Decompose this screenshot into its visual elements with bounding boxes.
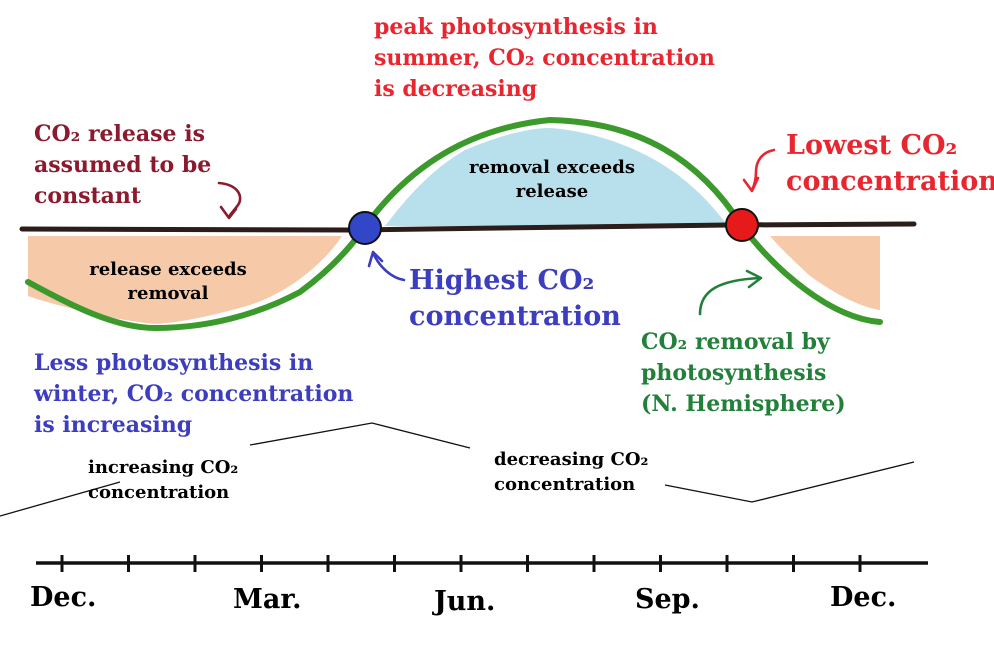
release-exceeds-area-left <box>28 236 342 324</box>
removal-arrow-icon <box>698 276 762 316</box>
month-label: Sep. <box>635 584 700 615</box>
decreasing-trend-label: decreasing CO₂ concentration <box>494 449 649 495</box>
release-constant-annotation: CO₂ release is assumed to be constant <box>34 121 212 209</box>
peak-photosynthesis-annotation: peak photosynthesis in summer, CO₂ conce… <box>374 14 715 102</box>
highest-co2-marker <box>348 211 382 245</box>
lowest-co2-annotation: Lowest CO₂ concentration <box>786 130 994 197</box>
highest-arrow-icon <box>371 251 406 282</box>
increasing-trend-label: increasing CO₂ concentration <box>88 457 239 503</box>
removal-exceeds-area <box>385 128 728 226</box>
trend-line <box>0 422 915 517</box>
winter-annotation: Less photosynthesis in winter, CO₂ conce… <box>34 350 354 438</box>
co2-release-baseline <box>19 221 917 233</box>
removal-arrow-head-icon <box>745 269 763 289</box>
month-label: Jun. <box>434 586 496 617</box>
release-arrow-icon <box>217 181 242 219</box>
month-label: Dec. <box>30 582 97 613</box>
month-label: Mar. <box>233 584 302 615</box>
month-label: Dec. <box>830 582 897 613</box>
removal-by-photosynthesis-annotation: CO₂ removal by photosynthesis (N. Hemisp… <box>641 329 846 417</box>
highest-co2-annotation: Highest CO₂ concentration <box>409 265 621 332</box>
release-arrow-head-icon <box>219 205 238 220</box>
time-axis-ticks <box>60 555 862 572</box>
release-exceeds-area-right <box>770 236 880 310</box>
highest-arrow-head-icon <box>367 250 384 268</box>
lowest-co2-marker <box>725 208 759 242</box>
lowest-arrow-head-icon <box>742 176 760 193</box>
